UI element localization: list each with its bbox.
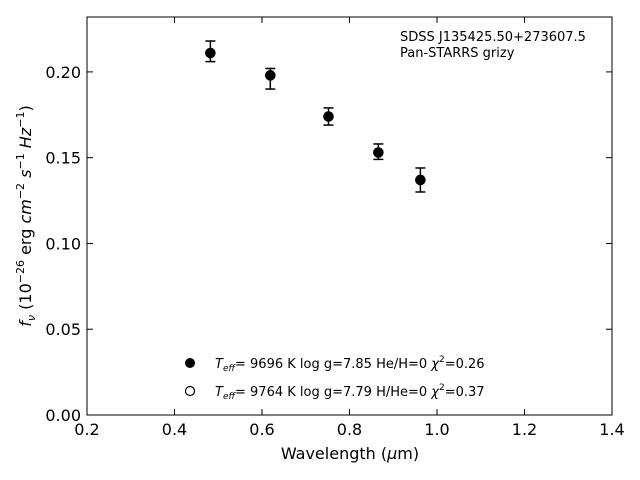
x-tick-label: 0.4 bbox=[162, 420, 187, 439]
y-axis-title: fν (10−26 erg cm−2 s−1 Hz−1) bbox=[14, 105, 38, 326]
legend: Teff= 9696 K log g=7.85 He/H=0 χ2=0.26 T… bbox=[184, 355, 485, 402]
data-point bbox=[415, 174, 426, 186]
x-tick-label: 0.8 bbox=[337, 420, 362, 439]
data-point bbox=[205, 47, 216, 59]
y-axis-ticks: 0.00 0.05 0.10 0.15 0.20 bbox=[45, 63, 612, 425]
plot-frame bbox=[86, 16, 613, 416]
legend-entry-1: Teff= 9696 K log g=7.85 He/H=0 χ2=0.26 bbox=[215, 355, 485, 374]
annotation-object-name: SDSS J135425.50+273607.5 bbox=[400, 30, 586, 45]
data-point bbox=[265, 70, 276, 81]
data-point bbox=[323, 111, 334, 122]
x-tick-label: 1.2 bbox=[512, 420, 537, 439]
x-tick-label: 0.2 bbox=[74, 420, 99, 439]
legend-marker-open bbox=[184, 385, 196, 397]
x-axis-title: Wavelength (μm) bbox=[281, 444, 419, 463]
annotation-survey: Pan-STARRS grizy bbox=[400, 46, 515, 61]
y-tick-label: 0.10 bbox=[45, 234, 81, 253]
x-tick-label: 0.6 bbox=[249, 420, 274, 439]
x-tick-label: 1.4 bbox=[599, 420, 624, 439]
legend-marker-filled bbox=[185, 358, 195, 368]
y-tick-label: 0.20 bbox=[45, 63, 81, 82]
x-axis-ticks: 0.2 0.4 0.6 0.8 1.0 1.2 1.4 bbox=[74, 17, 625, 439]
y-tick-label: 0.00 bbox=[45, 406, 81, 425]
legend-entry-2: Teff= 9764 K log g=7.79 H/He=0 χ2=0.37 bbox=[215, 383, 485, 402]
data-points bbox=[205, 40, 426, 193]
data-point bbox=[373, 147, 384, 158]
y-tick-label: 0.05 bbox=[45, 320, 81, 339]
y-tick-label: 0.15 bbox=[45, 149, 81, 168]
x-tick-label: 1.0 bbox=[424, 420, 449, 439]
